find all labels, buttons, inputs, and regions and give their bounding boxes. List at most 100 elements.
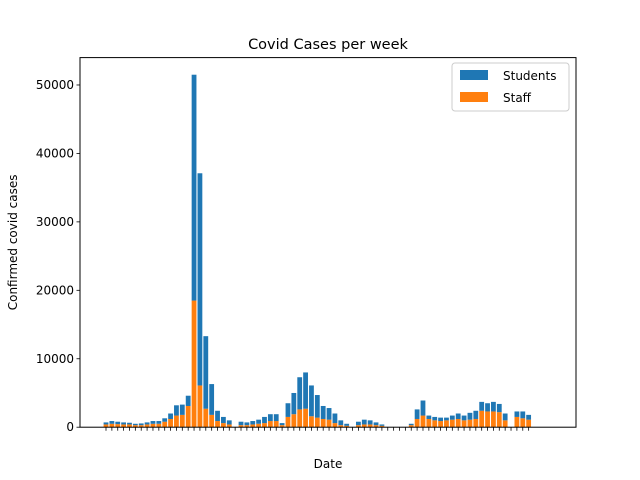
- bar-staff: [502, 420, 508, 428]
- y-ticks-group: 0 10000 20000 30000 40000 50000: [36, 78, 80, 434]
- bar-staff: [162, 421, 168, 428]
- bar-staff: [127, 424, 132, 428]
- bar-students: [244, 422, 250, 426]
- bar-staff: [279, 425, 285, 428]
- bar-staff: [179, 414, 185, 428]
- bar-staff: [144, 424, 150, 428]
- bar-staff: [121, 424, 127, 428]
- bar-students: [520, 411, 526, 419]
- bar-staff: [408, 425, 414, 428]
- bar-students: [162, 418, 168, 422]
- bar-students: [314, 395, 320, 418]
- bar-students: [467, 412, 473, 420]
- bar-students: [191, 74, 197, 301]
- bar-staff: [138, 425, 144, 428]
- bar-staff: [438, 421, 443, 428]
- bar-students: [174, 405, 179, 416]
- bar-students: [303, 372, 308, 409]
- x-ticks-group: [105, 427, 530, 431]
- bar-students: [326, 408, 332, 420]
- bar-staff: [361, 424, 367, 428]
- bars-group: [103, 74, 532, 428]
- y-axis-label: Confirmed covid cases: [6, 175, 20, 311]
- bar-students: [485, 403, 490, 412]
- bar-students: [356, 421, 361, 426]
- y-tick-label: 20000: [36, 283, 74, 297]
- bar-staff: [156, 423, 162, 428]
- bar-students: [444, 417, 449, 421]
- bar-students: [115, 421, 121, 425]
- bar-staff: [115, 424, 121, 428]
- bar-staff: [221, 423, 226, 428]
- bar-staff: [267, 421, 273, 428]
- bar-staff: [250, 424, 256, 428]
- bar-students: [256, 419, 262, 424]
- bar-staff: [132, 425, 138, 428]
- bar-staff: [356, 425, 361, 428]
- bar-staff: [273, 421, 279, 428]
- y-tick-label: 50000: [36, 78, 74, 92]
- bar-staff: [367, 424, 373, 428]
- bar-staff: [150, 423, 156, 428]
- bar-students: [109, 421, 115, 424]
- bar-students: [408, 423, 414, 426]
- bar-students: [138, 423, 144, 426]
- bar-students: [361, 419, 367, 425]
- bar-students: [332, 413, 338, 424]
- bar-students: [449, 415, 455, 420]
- bar-students: [179, 404, 185, 415]
- bar-students: [250, 421, 256, 425]
- bar-staff: [291, 414, 297, 428]
- y-tick-label: 30000: [36, 215, 74, 229]
- bar-staff: [526, 419, 532, 428]
- bar-students: [496, 403, 502, 413]
- bar-students: [168, 413, 173, 419]
- bar-students: [150, 421, 156, 424]
- bar-students: [491, 401, 496, 412]
- bar-students: [291, 392, 297, 415]
- bar-staff: [244, 425, 250, 428]
- bar-staff: [209, 414, 215, 428]
- bar-staff: [520, 418, 526, 428]
- bar-students: [262, 416, 267, 424]
- bar-staff: [109, 423, 115, 428]
- bar-students: [121, 422, 127, 425]
- bar-staff: [309, 416, 314, 428]
- bar-staff: [238, 425, 244, 428]
- bar-staff: [373, 425, 379, 428]
- bar-students: [209, 384, 215, 415]
- bar-staff: [449, 419, 455, 428]
- bar-staff: [444, 420, 449, 428]
- bar-students: [367, 420, 373, 425]
- bar-staff: [338, 425, 344, 428]
- bar-students: [238, 421, 244, 426]
- bar-students: [215, 410, 220, 422]
- bar-students: [297, 377, 303, 410]
- bar-students: [344, 423, 350, 426]
- bar-staff: [414, 418, 420, 428]
- bar-students: [309, 385, 314, 417]
- bar-staff: [262, 423, 267, 428]
- bar-staff: [432, 420, 438, 428]
- bar-staff: [191, 300, 197, 428]
- bar-staff: [473, 418, 479, 428]
- x-axis-label: Date: [314, 457, 343, 471]
- bar-students: [379, 424, 385, 426]
- bar-students: [373, 422, 379, 426]
- bar-students: [338, 420, 344, 426]
- bar-staff: [496, 412, 502, 428]
- bar-students: [279, 423, 285, 426]
- bar-staff: [467, 419, 473, 428]
- bar-students: [267, 414, 273, 422]
- bar-staff: [344, 425, 350, 428]
- y-tick-label: 40000: [36, 146, 74, 160]
- bar-students: [285, 403, 291, 417]
- bar-staff: [514, 416, 520, 428]
- bar-students: [127, 422, 132, 425]
- bar-staff: [461, 420, 467, 428]
- legend-label-staff: Staff: [503, 91, 532, 105]
- bar-staff: [215, 421, 220, 428]
- bar-students: [132, 423, 138, 426]
- bar-staff: [303, 408, 308, 428]
